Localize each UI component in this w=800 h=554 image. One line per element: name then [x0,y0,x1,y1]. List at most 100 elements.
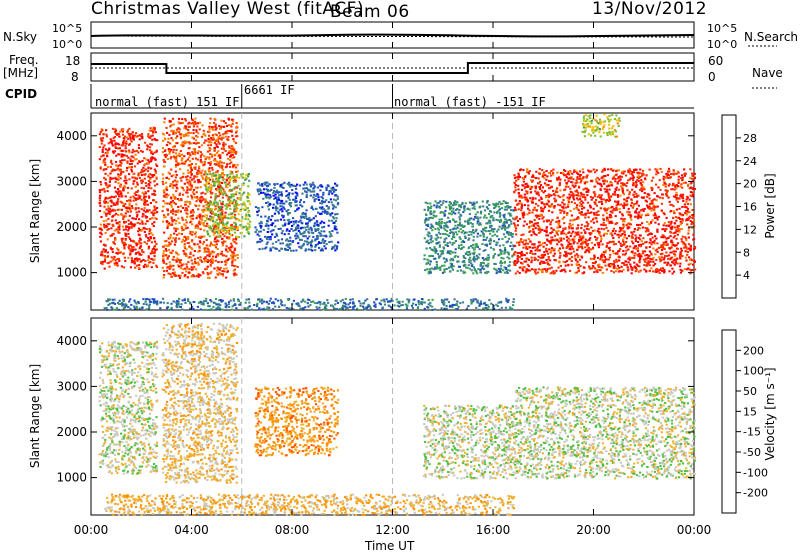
heatmap-cell [239,173,243,176]
heatmap-cell [691,172,694,175]
heatmap-cell [181,162,184,165]
heatmap-cell [117,173,120,176]
heatmap-cell [210,242,213,245]
heatmap-cell [143,241,146,244]
heatmap-cell [673,235,677,237]
heatmap-cell [231,255,234,257]
heatmap-cell [220,250,223,253]
heatmap-cell [209,299,212,301]
heatmap-cell [629,216,632,219]
heatmap-cell [487,256,491,259]
heatmap-cell [393,304,396,307]
heatmap-cell [162,255,165,257]
heatmap-cell [662,212,665,214]
heatmap-cell [175,228,178,231]
heatmap-cell [288,221,291,224]
heatmap-cell [443,238,446,241]
heatmap-cell [234,186,237,189]
heatmap-cell [683,174,687,177]
heatmap-cell [111,142,114,145]
heatmap-cell [439,225,442,228]
heatmap-cell [209,144,212,147]
heatmap-cell [116,200,119,203]
heatmap-cell [126,160,129,163]
heatmap-cell [147,175,150,178]
heatmap-cell [220,273,223,276]
heatmap-cell [313,302,317,305]
heatmap-cell [188,179,191,182]
heatmap-cell [281,202,284,205]
heatmap-cell [233,265,236,267]
heatmap-cell [441,202,445,205]
heatmap-cell [594,178,598,181]
heatmap-cell [175,274,179,277]
heatmap-cell [622,204,625,207]
heatmap-cell [196,158,199,161]
heatmap-cell [153,245,156,248]
heatmap-cell [103,176,106,179]
heatmap-cell [464,263,467,266]
heatmap-cell [687,267,690,270]
heatmap-cell [468,230,471,233]
heatmap-cell [304,249,307,252]
heatmap-cell [693,187,696,190]
heatmap-cell [288,194,291,197]
heatmap-cell [466,266,469,269]
heatmap-cell [273,186,276,189]
heatmap-cell [201,176,204,179]
heatmap-cell [113,136,116,138]
heatmap-cell [319,222,322,225]
heatmap-cell [201,169,204,172]
heatmap-cell [272,194,275,197]
heatmap-cell [271,233,274,236]
heatmap-cell [145,308,148,311]
heatmap-cell [430,248,433,251]
noise-search-line [90,35,695,38]
heatmap-cell [186,186,189,189]
heatmap-cell [455,209,458,211]
heatmap-cell [267,227,270,230]
heatmap-cell [147,195,151,198]
heatmap-cell [103,307,106,310]
heatmap-cell [110,205,113,208]
heatmap-cell [456,260,459,263]
heatmap-cell [169,265,172,268]
heatmap-cell [569,187,572,190]
heatmap-cell [165,196,168,199]
heatmap-cell [565,251,568,254]
heatmap-cell [483,214,487,217]
heatmap-cell [162,276,165,279]
heatmap-cell [235,203,238,206]
heatmap-cell [155,177,158,180]
heatmap-cell [423,254,426,257]
heatmap-cell [181,187,184,190]
heatmap-cell [276,182,279,185]
heatmap-cell [510,214,513,217]
heatmap-cell [176,154,179,157]
heatmap-cell [635,211,638,214]
heatmap-cell [443,214,447,217]
heatmap-cell [205,297,208,300]
heatmap-cell [233,274,236,277]
heatmap-cell [675,237,678,240]
heatmap-cell [476,245,479,248]
heatmap-cell [113,302,117,305]
heatmap-cell [287,232,290,235]
heatmap-cell [231,261,234,264]
heatmap-cell [203,155,206,158]
heatmap-cell [130,225,133,228]
heatmap-cell [614,177,617,180]
heatmap-cell [98,189,101,192]
heatmap-cell [232,256,235,259]
heatmap-cell [668,183,671,186]
heatmap-cell [130,259,134,262]
heatmap-cell [190,185,193,188]
heatmap-cell [210,270,213,273]
heatmap-cell [334,219,338,222]
heatmap-cell [137,189,140,192]
heatmap-cell [674,261,677,264]
heatmap-cell [429,207,432,210]
heatmap-cell [593,235,597,238]
heatmap-cell [495,303,498,306]
heatmap-cell [449,241,452,244]
